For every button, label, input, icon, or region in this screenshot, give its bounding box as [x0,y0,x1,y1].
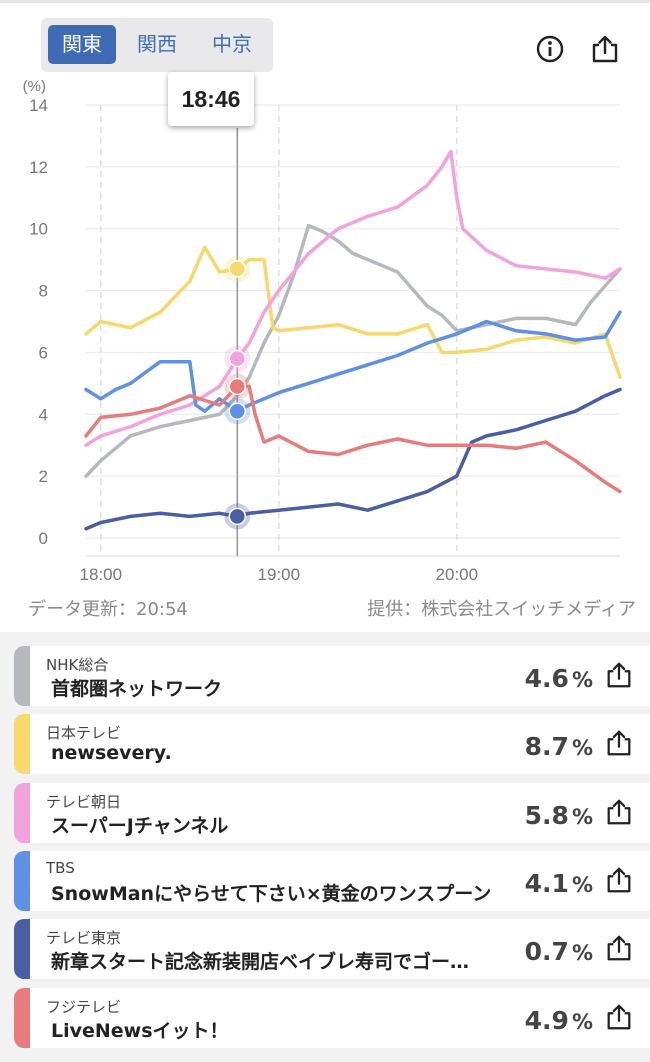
data-credit: 提供：株式会社スイッチメディア [367,599,636,620]
series-line [84,245,622,379]
top-divider [0,0,650,3]
share-icon[interactable] [604,933,634,963]
y-tick-label: 2 [39,467,48,486]
share-icon[interactable] [604,1002,634,1032]
rating-value: 4.9% [524,1006,593,1035]
program-title: 新章スタート記念新装開店ベイブレ寿司でゴー… [51,951,470,973]
series-line [84,310,622,413]
series-line [84,223,622,478]
channel-name: テレビ朝日 [46,793,122,811]
cursor-marker [228,349,247,368]
rating-value: 8.7% [524,732,593,761]
cursor-marker [228,260,247,278]
program-title: LiveNewsイット！ [51,1020,229,1042]
channel-color-bar [14,783,30,843]
y-tick-label: 4 [39,405,48,424]
program-title: スーパーJチャンネル [51,815,229,837]
series-line [84,149,622,447]
tab-chukyo[interactable]: 中京 [212,32,252,56]
x-tick-label: 18:00 [80,565,123,584]
y-tick-label: 12 [29,158,48,177]
y-tick-label: 8 [39,282,48,301]
share-icon[interactable] [604,660,634,690]
rating-value: 5.8% [524,801,593,830]
channel-name: 日本テレビ [46,724,122,742]
rating-value: 0.7% [524,937,593,966]
channel-color-bar [14,851,30,911]
y-unit-label: (%) [23,78,46,95]
channel-name: TBS [46,859,75,877]
share-icon[interactable] [589,33,621,65]
y-tick-label: 10 [29,220,48,239]
cursor-marker [228,507,247,526]
channel-name: NHK総合 [46,656,109,674]
ratings-chart: 0 2 4 6 8 10 12 14(%) 18:00 19:00 20:00 [23,78,622,584]
x-tick-label: 19:00 [258,565,301,584]
y-tick-label: 14 [29,96,48,115]
tab-kanto[interactable]: 関東 [48,25,116,64]
series-line [84,387,622,531]
channel-name: テレビ東京 [46,929,122,947]
channel-color-bar [14,919,30,979]
info-icon[interactable] [534,33,566,65]
channel-color-bar [14,646,30,706]
rating-value: 4.1% [524,869,593,898]
share-icon[interactable] [604,865,634,895]
y-tick-label: 6 [39,343,48,362]
series-line [84,384,622,494]
tab-kansai[interactable]: 関西 [137,32,177,56]
program-title: newsevery. [51,742,172,764]
cursor-marker [228,402,247,420]
channel-card[interactable]: TBS SnowManにやらせて下さい×黄金のワンスプーン 4.1% [14,851,650,911]
channel-card[interactable]: フジテレビ LiveNewsイット！ 4.9% [14,988,650,1048]
program-title: SnowManにやらせて下さい×黄金のワンスプーン [51,883,492,905]
cursor-marker [228,377,247,396]
channel-card[interactable]: NHK総合 首都圏ネットワーク 4.6% [14,646,650,706]
channel-color-bar [14,714,30,774]
channel-card[interactable]: テレビ東京 新章スタート記念新装開店ベイブレ寿司でゴー… 0.7% [14,919,650,979]
channel-color-bar [14,988,30,1048]
share-icon[interactable] [604,797,634,827]
y-tick-label: 0 [39,529,48,548]
channel-card[interactable]: 日本テレビ newsevery. 8.7% [14,714,650,774]
chart-panel: 関東 関西 中京 0 2 4 6 8 10 12 14 (%) 18:00 19:00 20:00 1… [0,0,650,632]
share-icon[interactable] [604,728,634,758]
channel-list: NHK総合 首都圏ネットワーク 4.6% 日本テレビ newsevery. 8.… [0,632,650,1062]
rating-value: 4.6% [524,664,593,693]
channel-name: フジテレビ [46,998,122,1016]
channel-card[interactable]: テレビ朝日 スーパーJチャンネル 5.8% [14,783,650,843]
region-tabs: 関東 関西 中京 [41,18,273,72]
program-title: 首都圏ネットワーク [51,678,223,700]
update-time: データ更新：20:54 [28,599,188,620]
x-tick-label: 20:00 [436,565,479,584]
cursor-time-label: 18:46 [168,72,254,126]
